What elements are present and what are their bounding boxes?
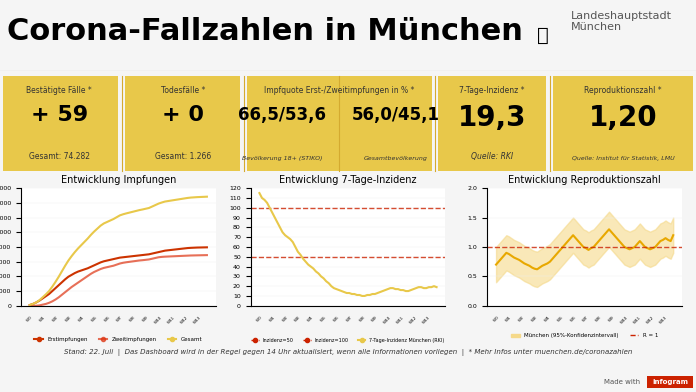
- Text: infogram: infogram: [652, 379, 688, 385]
- Text: 1,20: 1,20: [589, 104, 657, 132]
- Title: Entwicklung Reproduktionszahl: Entwicklung Reproduktionszahl: [508, 174, 661, 185]
- Legend: Erstimpfungen, Zweitimpfungen, Gesamt: Erstimpfungen, Zweitimpfungen, Gesamt: [32, 335, 205, 344]
- Text: Gesamt: 1.266: Gesamt: 1.266: [155, 152, 211, 161]
- Text: Corona-Fallzahlen in München: Corona-Fallzahlen in München: [7, 17, 523, 46]
- Text: Quelle: Institut für Statistik, LMU: Quelle: Institut für Statistik, LMU: [571, 156, 674, 161]
- FancyBboxPatch shape: [3, 76, 118, 171]
- Text: Stand: 22. Juli  |  Das Dashboard wird in der Regel gegen 14 Uhr aktualisiert, w: Stand: 22. Juli | Das Dashboard wird in …: [64, 349, 632, 356]
- Text: + 0: + 0: [162, 105, 204, 125]
- Text: Landeshauptstadt
München: Landeshauptstadt München: [571, 11, 672, 32]
- Text: Made with: Made with: [604, 379, 640, 385]
- FancyBboxPatch shape: [125, 76, 240, 171]
- Title: Entwicklung 7-Tage-Inzidenz: Entwicklung 7-Tage-Inzidenz: [279, 174, 417, 185]
- Text: Bevölkerung 18+ (STIKO): Bevölkerung 18+ (STIKO): [242, 156, 322, 161]
- Text: Todesfälle *: Todesfälle *: [161, 87, 205, 95]
- Text: 7-Tage-Inzidenz *: 7-Tage-Inzidenz *: [459, 87, 525, 95]
- Text: Gesamt: 74.282: Gesamt: 74.282: [29, 152, 90, 161]
- FancyBboxPatch shape: [647, 376, 693, 388]
- Text: 56,0/45,1: 56,0/45,1: [351, 106, 439, 124]
- Title: Entwicklung Impfungen: Entwicklung Impfungen: [61, 174, 176, 185]
- Text: + 59: + 59: [31, 105, 88, 125]
- Text: Reproduktionszahl *: Reproduktionszahl *: [584, 87, 662, 95]
- FancyBboxPatch shape: [438, 76, 546, 171]
- Text: Bestätigte Fälle *: Bestätigte Fälle *: [26, 87, 92, 95]
- FancyBboxPatch shape: [247, 76, 432, 171]
- Legend: Inzidenz=50, Inzidenz=100, 7-Tage-Inzidenz München (RKI): Inzidenz=50, Inzidenz=100, 7-Tage-Inzide…: [249, 336, 447, 345]
- Text: Quelle: RKI: Quelle: RKI: [471, 152, 513, 161]
- Text: Impfquote Erst-/Zweitimpfungen in % *: Impfquote Erst-/Zweitimpfungen in % *: [264, 87, 414, 95]
- Text: 66,5/53,6: 66,5/53,6: [238, 106, 326, 124]
- FancyBboxPatch shape: [553, 76, 693, 171]
- Text: 🏛: 🏛: [537, 26, 548, 45]
- Text: 19,3: 19,3: [458, 104, 526, 132]
- Text: Gesamtbevölkerung: Gesamtbevölkerung: [363, 156, 427, 161]
- Legend: München (95%-Konfidenzintervall), R = 1: München (95%-Konfidenzintervall), R = 1: [509, 331, 660, 341]
